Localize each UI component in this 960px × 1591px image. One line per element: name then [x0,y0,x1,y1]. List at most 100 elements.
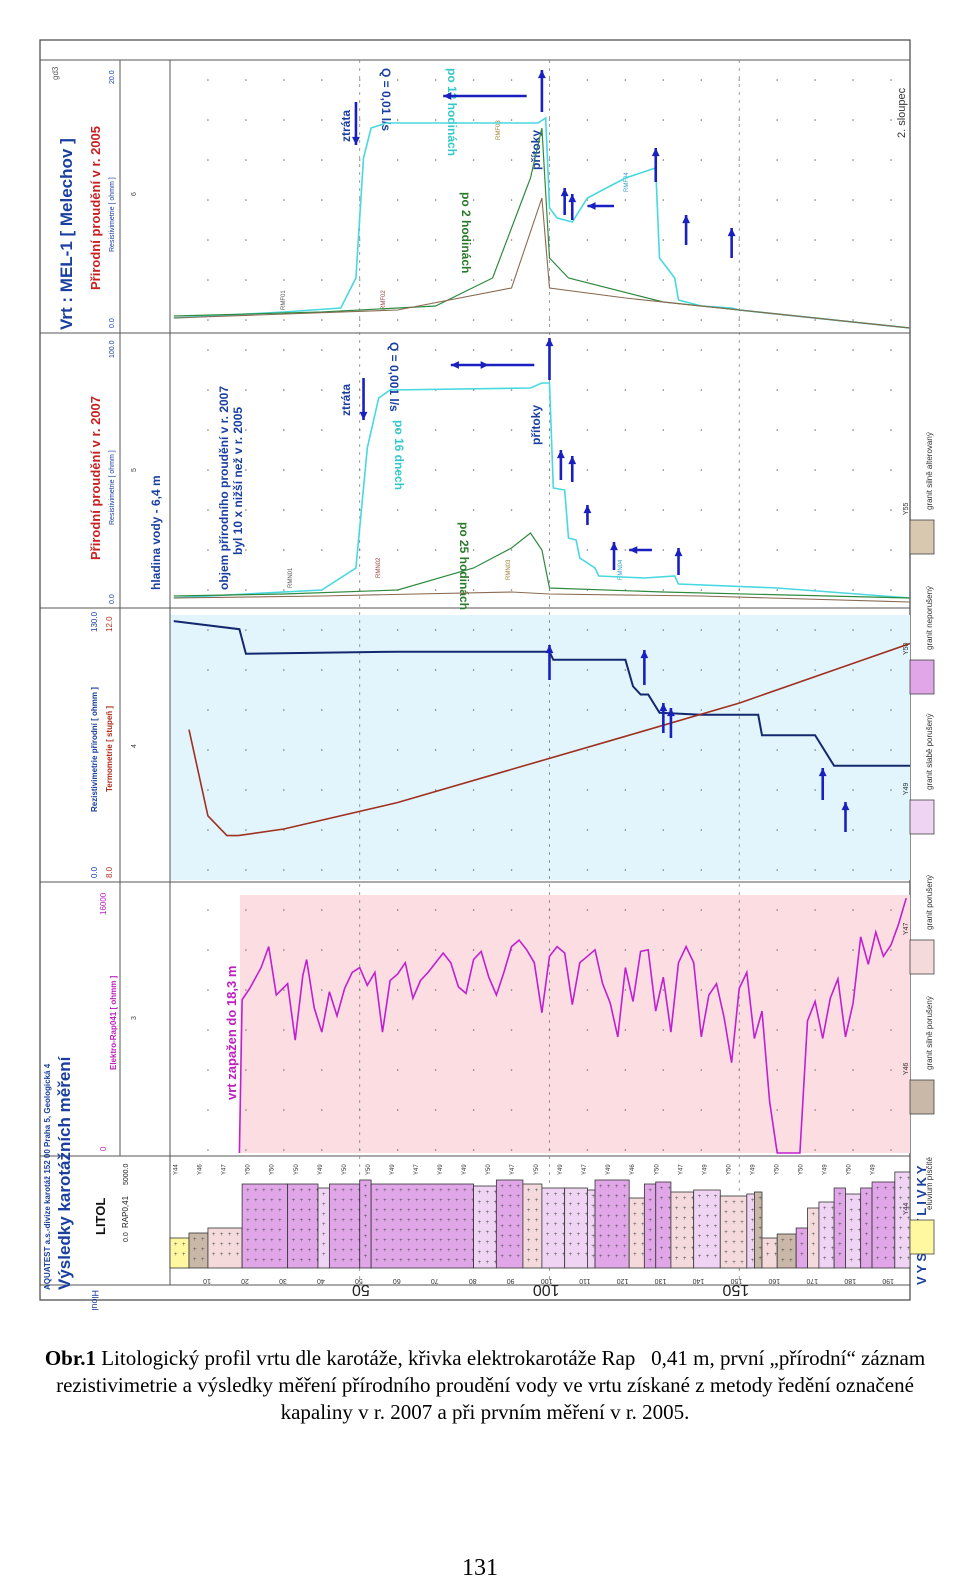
lith-pattern-mark: + [383,1198,387,1204]
lith-pattern-mark: + [554,1232,558,1238]
lith-pattern-mark: + [599,1194,603,1200]
lith-pattern-mark: + [675,1216,679,1222]
grid-dot [738,319,741,321]
lith-pattern-mark: + [463,1198,467,1204]
flow2005-green-curve [173,127,911,329]
lith-pattern-mark: + [322,1222,326,1228]
rmn01-label: RMN01 [288,567,294,588]
lith-pattern-mark: + [781,1248,785,1254]
lith-pattern-mark: + [585,1252,589,1258]
grid-dot [396,429,399,431]
inflow-arrow-head [841,802,850,811]
inflow-arrow-head [667,708,675,717]
company-label: AQUATEST a.s.-divize karotáž 152 00 Prah… [43,1063,52,1290]
lithology-column: + + + + + + + + + + + + + + + + + + + + + + + + + + + + + + + + + + + + + + + +… [169,1171,911,1269]
grid-dot [586,549,589,551]
grid-dot [814,869,816,871]
grid-dot [890,589,892,591]
grid-dot [548,749,551,751]
lith-pattern-mark: + [585,1192,589,1198]
depth-major-label: 100 [533,1281,560,1298]
grid-dot [358,1029,361,1031]
lith-pattern-mark: + [463,1258,467,1264]
lith-pattern-mark: + [527,1208,531,1214]
grid-dot [283,469,285,471]
lith-pattern-mark: + [322,1212,326,1218]
lith-pattern-mark: + [615,1244,619,1250]
grid-dot [358,989,361,991]
grid-dot [358,749,361,751]
grid-dot [776,199,778,201]
lith-pattern-mark: + [751,1198,755,1204]
depth-tick-label: 90 [507,1277,515,1284]
grid-dot [358,389,361,391]
lith-pattern-mark: + [899,1216,903,1222]
lith-pattern-mark: + [884,1186,888,1192]
grid-dot [662,349,665,351]
grid-dot [624,119,627,121]
grid-dot [624,319,627,321]
lith-pattern-mark: + [675,1256,679,1262]
lith-pattern-mark: + [577,1232,581,1238]
grid-dot [662,589,665,591]
grid-dot [207,239,209,241]
grid-dot [700,469,703,471]
lith-pattern-mark: + [823,1246,827,1252]
depth-tick-label: 160 [768,1277,780,1284]
grid-dot [890,349,892,351]
lith-pattern-mark: + [201,1247,205,1253]
grid-dot [700,829,703,831]
elektro-fill [240,895,910,1153]
lith-pattern-mark: + [706,1254,710,1260]
grid-dot [283,119,285,121]
pritoky-2005: přítoky [529,130,543,170]
grid-dot [320,669,323,671]
lith-pattern-mark: + [516,1224,520,1230]
lith-pattern-mark: + [831,1256,835,1262]
grid-dot [586,279,589,281]
grid-dot [283,869,285,871]
lith-pattern-mark: + [740,1210,744,1216]
lith-pattern-mark: + [486,1240,490,1246]
lith-pattern-mark: + [849,1238,853,1244]
q-2005: Q = 0,01 l/s [379,68,393,131]
flow2005-min: 0.0 [109,318,116,328]
lith-pattern-mark: + [236,1252,240,1258]
grid-dot [890,319,892,321]
lith-pattern-mark: + [500,1184,504,1190]
lith-pattern-mark: + [607,1184,611,1190]
grid-dot [738,589,741,591]
lith-pattern-mark: + [246,1188,250,1194]
lith-pattern-mark: + [407,1188,411,1194]
grid-dot [207,199,209,201]
grid-dot [814,279,816,281]
grid-dot [434,1149,437,1151]
lith-pattern-mark: + [399,1258,403,1264]
lith-pattern-mark: + [577,1192,581,1198]
grid-dot [624,279,627,281]
lith-pattern-mark: + [292,1228,296,1234]
grid-dot [624,509,627,511]
grid-dot [207,159,209,161]
lith-pattern-mark: + [849,1198,853,1204]
lith-code: Y50 [726,1164,732,1175]
grid-dot [207,349,209,351]
grid-dot [396,1109,399,1111]
lith-pattern-mark: + [577,1242,581,1248]
lith-pattern-mark: + [399,1208,403,1214]
lith-pattern-mark: + [300,1248,304,1254]
lith-pattern-mark: + [706,1224,710,1230]
lith-pattern-mark: + [300,1258,304,1264]
lith-pattern-mark: + [615,1194,619,1200]
grid-dot [245,709,247,711]
grid-dot [814,989,816,991]
lith-pattern-mark: + [789,1248,793,1254]
lith-pattern-mark: + [292,1188,296,1194]
q-2007: Q = 0,001 l/s [387,342,401,412]
lith-pattern-mark: + [732,1240,736,1246]
lith-pattern-mark: + [668,1256,672,1262]
lith-pattern-mark: + [599,1204,603,1210]
lith-pattern-mark: + [415,1208,419,1214]
lith-pattern-mark: + [383,1248,387,1254]
lith-pattern-mark: + [262,1238,266,1244]
